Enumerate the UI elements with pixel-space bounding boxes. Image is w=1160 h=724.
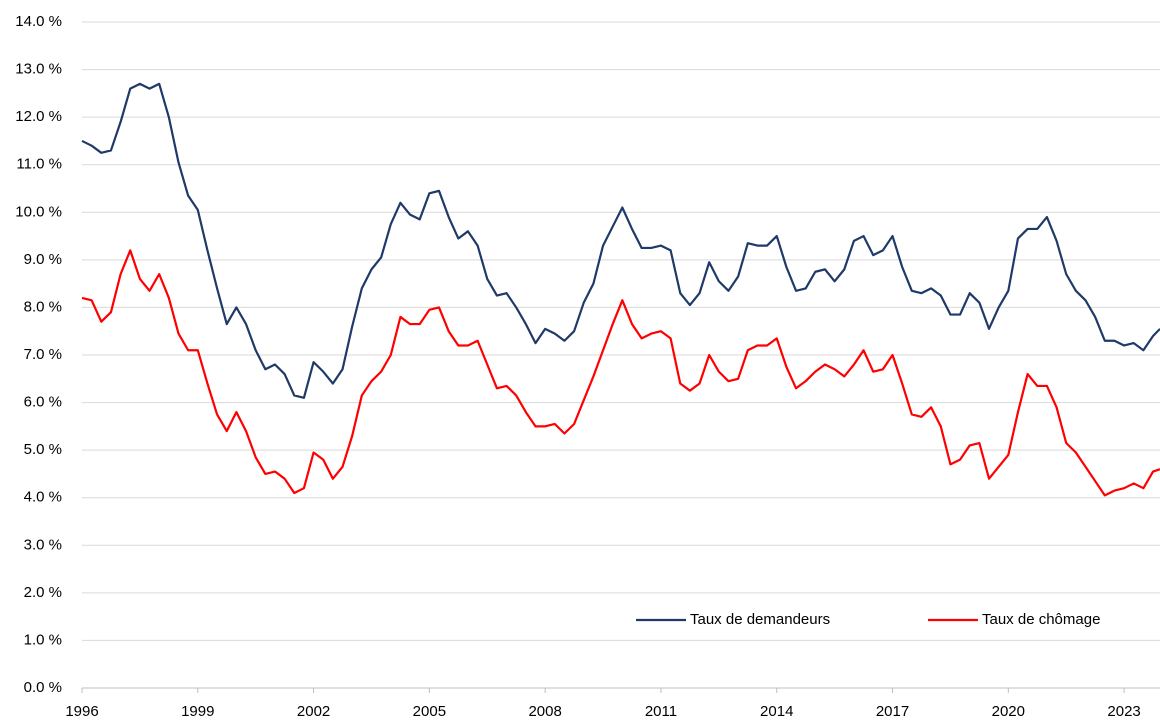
- x-tick-label: 2008: [528, 703, 561, 720]
- line-series: [81, 249, 1160, 497]
- y-tick-label: 1.0 %: [24, 631, 62, 648]
- x-tick-label: 2017: [876, 703, 909, 720]
- y-tick-label: 9.0 %: [24, 251, 62, 268]
- x-tick-label: 2002: [297, 703, 330, 720]
- legend-label: Taux de chômage: [982, 611, 1100, 628]
- y-tick-label: 13.0 %: [15, 61, 62, 78]
- y-tick-label: 5.0 %: [24, 441, 62, 458]
- x-tick-label: 2020: [992, 703, 1025, 720]
- y-tick-label: 2.0 %: [24, 584, 62, 601]
- y-tick-label: 14.0 %: [15, 13, 62, 30]
- x-tick-label: 1999: [181, 703, 214, 720]
- y-tick-label: 11.0 %: [16, 156, 62, 173]
- x-tick-label: 2023: [1107, 703, 1140, 720]
- y-tick-label: 4.0 %: [24, 489, 62, 506]
- y-tick-label: 6.0 %: [24, 394, 62, 411]
- y-tick-label: 10.0 %: [15, 203, 62, 220]
- y-tick-label: 7.0 %: [24, 346, 62, 363]
- y-tick-label: 12.0 %: [15, 108, 62, 125]
- y-tick-label: 8.0 %: [24, 298, 62, 315]
- x-tick-label: 2005: [413, 703, 446, 720]
- x-tick-label: 1996: [65, 703, 98, 720]
- x-tick-label: 2014: [760, 703, 793, 720]
- y-tick-label: 3.0 %: [24, 536, 62, 553]
- x-tick-label: 2011: [645, 703, 677, 720]
- line-series: [81, 82, 1160, 399]
- legend-label: Taux de demandeurs: [690, 611, 830, 628]
- y-tick-label: 0.0 %: [24, 679, 62, 696]
